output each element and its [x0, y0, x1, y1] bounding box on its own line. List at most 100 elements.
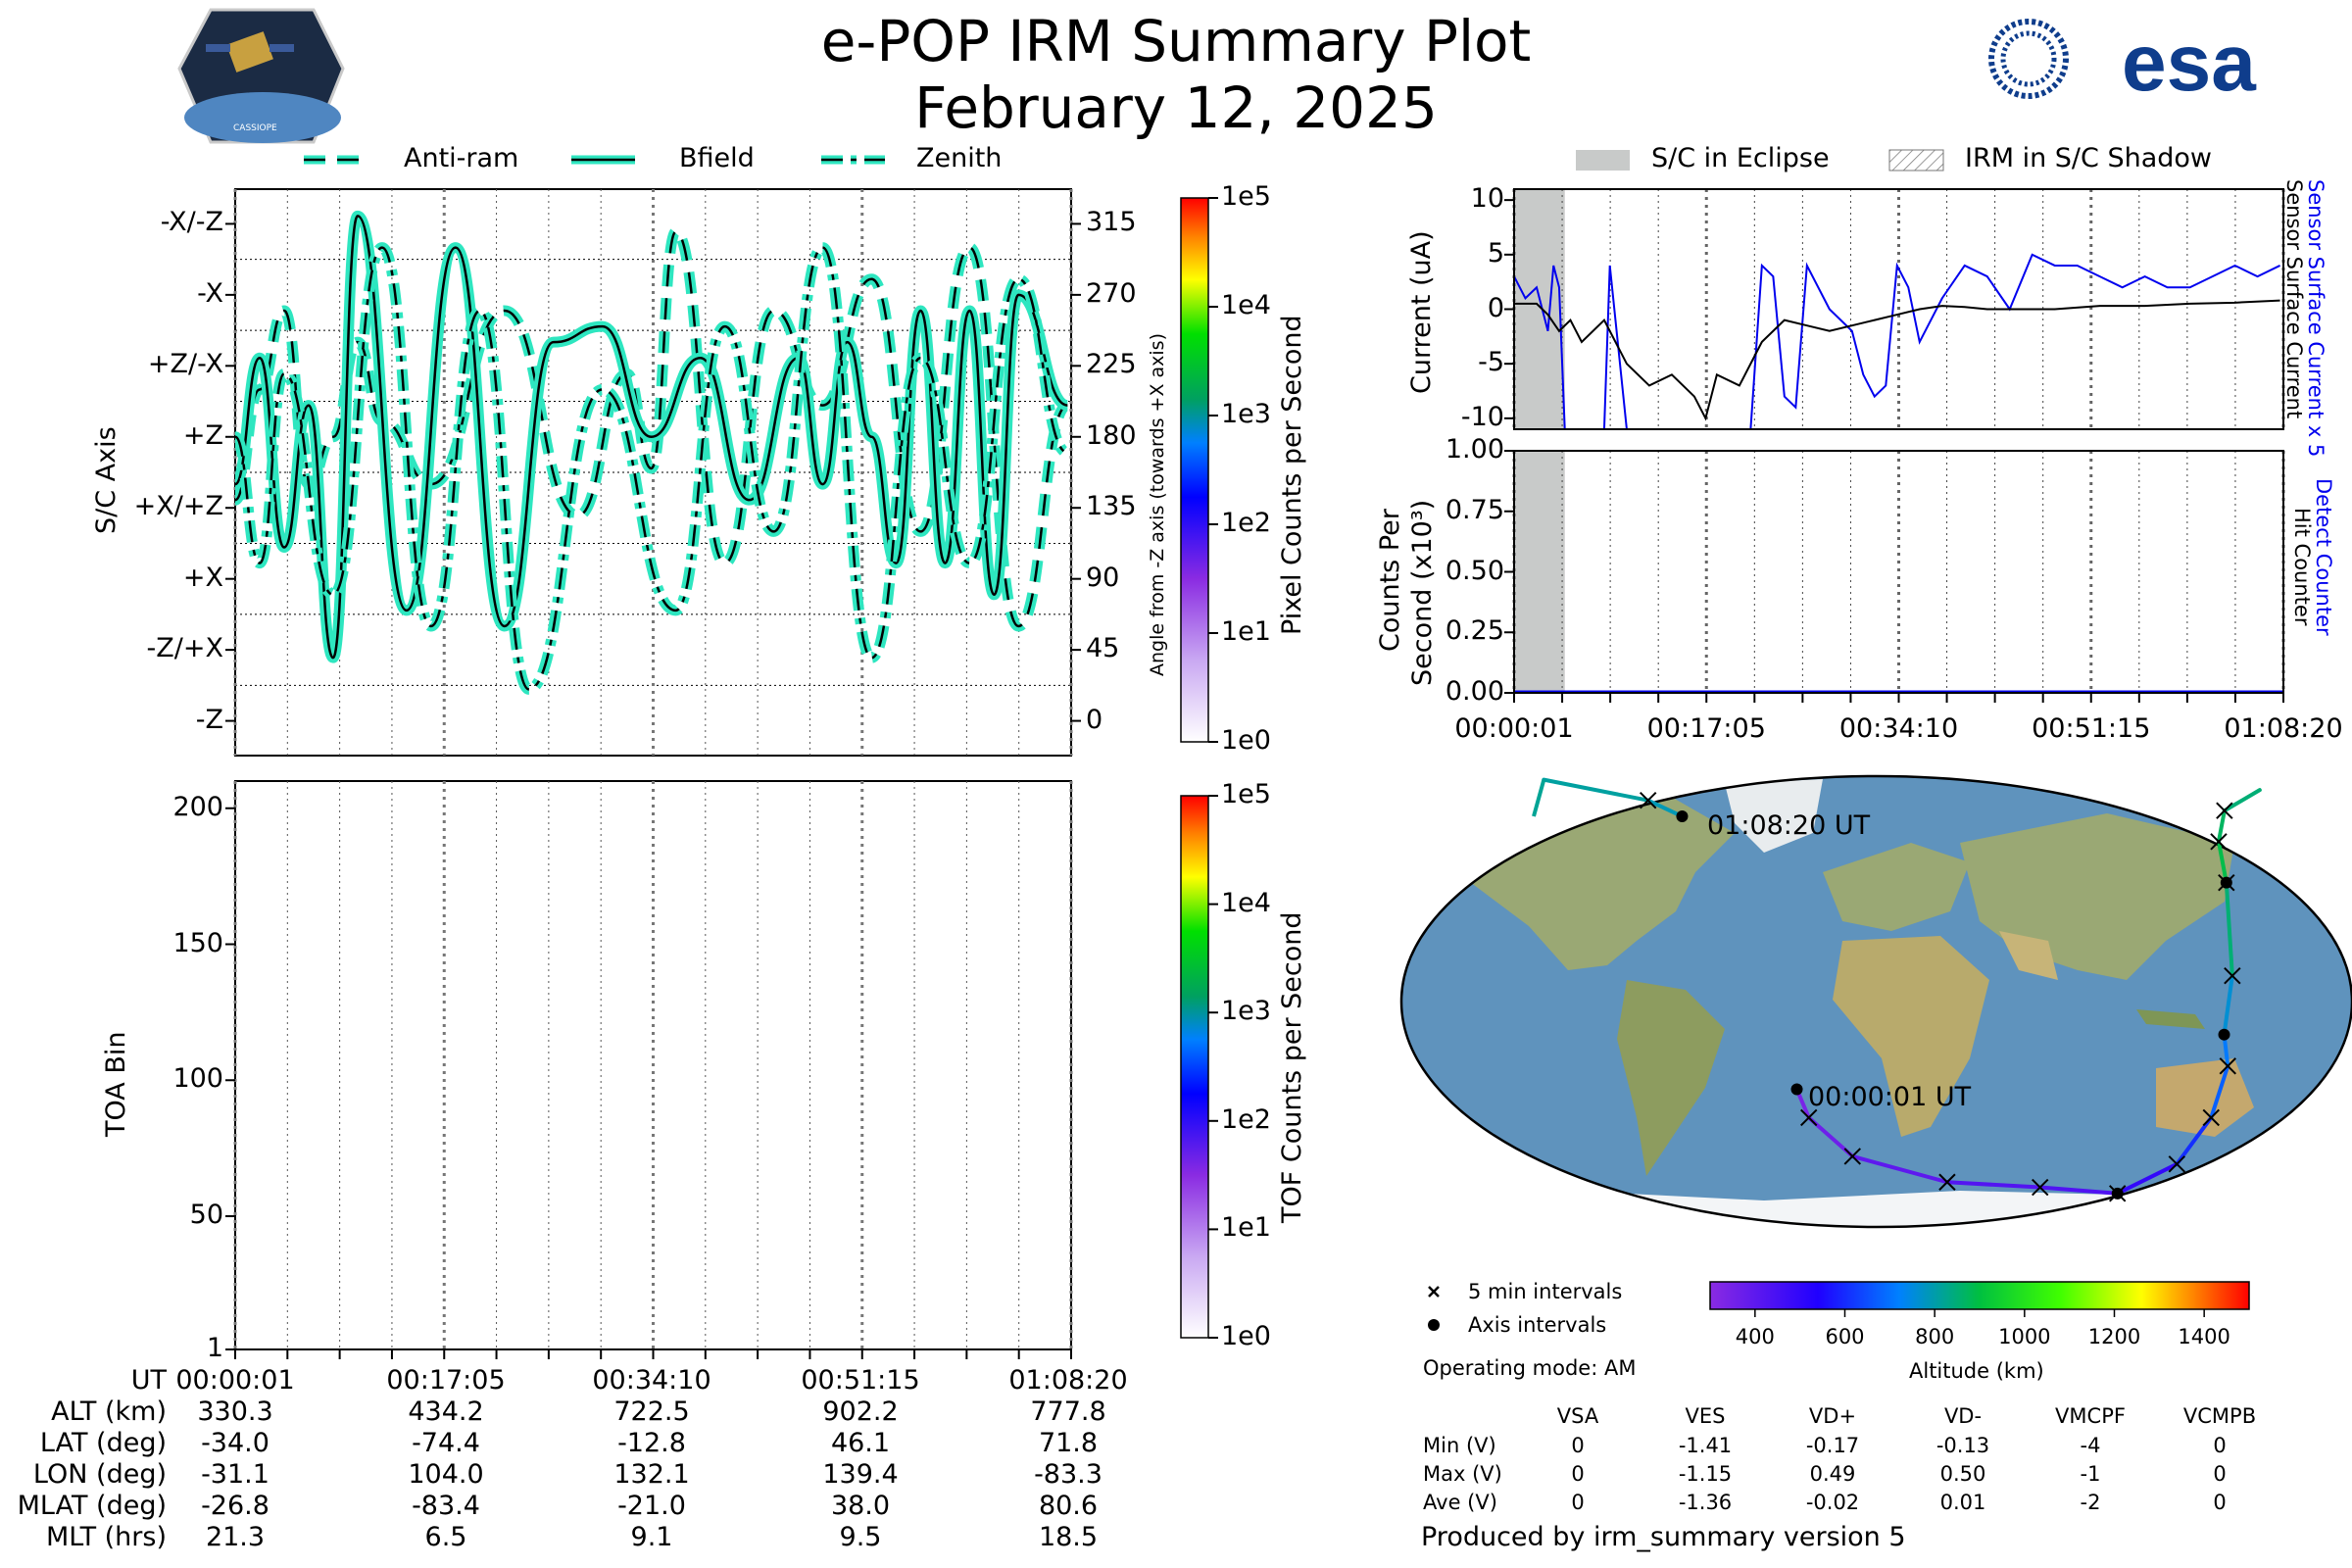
ephem-row-label: MLAT (deg)	[17, 1491, 167, 1521]
page-date: February 12, 2025	[914, 74, 1438, 141]
counts-ylabel-2: Second (x10³)	[1407, 499, 1438, 686]
voltage-header: VD-	[1943, 1404, 1983, 1428]
axis-angle-label: 45	[1086, 633, 1120, 664]
time-tick-label: 00:34:10	[1838, 713, 1959, 744]
axis-interval-marker	[1676, 810, 1689, 823]
ephem-cell: 00:34:10	[592, 1365, 711, 1396]
ephem-cell: 9.1	[630, 1522, 673, 1552]
map-legend-symbols	[1428, 1286, 1440, 1331]
toa-panel	[225, 780, 1073, 1359]
axis-angle-label: 270	[1086, 277, 1137, 309]
axis-interval-marker	[2111, 1187, 2124, 1200]
interval-marker	[1800, 1108, 1818, 1127]
axis-category-label: +X/+Z	[133, 491, 223, 522]
ephem-cell: 777.8	[1030, 1396, 1106, 1427]
ephem-cell: 330.3	[197, 1396, 273, 1427]
axis-angle-label: 0	[1086, 704, 1103, 735]
counts-ylabel-1: Counts Per	[1375, 509, 1405, 652]
toa-ytick-label: 1	[206, 1333, 223, 1363]
pixel-cbar-tick-label: 1e4	[1221, 290, 1271, 320]
voltage-cell: -1.41	[1678, 1434, 1733, 1457]
counts-ytick-label: 1.00	[1445, 434, 1504, 465]
tof-cbar-tick-label: 1e2	[1221, 1103, 1271, 1135]
footer-version: Produced by irm_summary version 5	[1421, 1522, 1906, 1552]
orbit-track-segment	[2216, 839, 2229, 885]
voltage-cell: 0	[1571, 1434, 1585, 1457]
voltage-cell: 0	[2213, 1434, 2227, 1457]
orbit-track-segment	[1645, 798, 1685, 819]
tof-cbar-tick-label: 1e4	[1221, 887, 1271, 918]
altitude-cbar-tick-label: 400	[1735, 1325, 1775, 1348]
sensor-current-line	[1514, 299, 2280, 421]
ephem-row-label: LAT (deg)	[39, 1428, 167, 1458]
current-ytick-label: -10	[1460, 401, 1504, 432]
axis-interval-marker	[2220, 876, 2232, 889]
pixel-colorbar	[1180, 197, 1218, 743]
orbit-map	[1399, 774, 2352, 1229]
axis-ylabel-right: Angle from -Z axis (towards +X axis)	[1147, 333, 1168, 676]
voltage-cell: 0	[1571, 1491, 1585, 1514]
ephem-cell: 00:00:01	[175, 1365, 295, 1396]
toa-ytick-label: 150	[172, 927, 223, 958]
axis-interval-marker	[1790, 1083, 1803, 1096]
toa-ytick-label: 100	[172, 1063, 223, 1095]
orbit-track-segment	[1532, 779, 1546, 817]
ephem-cell: -26.8	[201, 1491, 270, 1521]
voltage-cell: -4	[2080, 1434, 2101, 1457]
toa-ytick-label: 50	[189, 1200, 223, 1231]
ephem-row-label: ALT (km)	[51, 1396, 167, 1427]
voltage-cell: -1	[2080, 1462, 2101, 1486]
legend-bfield: Bfield	[679, 143, 755, 173]
map-start-label: 00:00:01 UT	[1808, 1082, 1972, 1112]
orbit-track-segment	[2037, 1185, 2120, 1196]
interval-marker	[1843, 1148, 1861, 1165]
map-end-label: 01:08:20 UT	[1707, 810, 1871, 841]
ephem-cell: 46.1	[830, 1428, 891, 1458]
time-tick-label: 00:00:01	[1454, 713, 1574, 744]
orbit-track-segment	[1944, 1180, 2042, 1190]
legend-axis-label: Axis intervals	[1468, 1313, 1607, 1337]
altitude-cbar-tick-label: 600	[1825, 1325, 1865, 1348]
ephem-cell: 01:08:20	[1008, 1365, 1128, 1396]
pixel-cbar-tick-label: 1e5	[1221, 181, 1271, 212]
voltage-cell: 0	[2213, 1462, 2227, 1486]
axis-angle-label: 90	[1086, 562, 1120, 593]
altitude-cbar-tick-label: 1200	[2087, 1325, 2141, 1348]
tof-cbar-label: TOF Counts per Second	[1277, 911, 1307, 1224]
ephem-cell: -83.3	[1034, 1459, 1102, 1490]
ephem-cell: -34.0	[201, 1428, 270, 1458]
interval-marker	[2210, 833, 2228, 851]
current-ytick-label: 10	[1470, 183, 1504, 215]
axis-category-label: -X/-Z	[160, 207, 223, 238]
axis-panel	[225, 188, 1081, 757]
altitude-cbar-label: Altitude (km)	[1909, 1359, 2044, 1383]
tof-cbar-tick-label: 1e0	[1221, 1321, 1271, 1351]
current-ytick-label: 0	[1487, 292, 1504, 323]
ephem-row-label: MLT (hrs)	[45, 1522, 167, 1552]
orbit-track-segment	[2115, 1161, 2180, 1196]
esa-logo-text: esa	[2122, 19, 2256, 108]
eclipse-legend	[1576, 149, 1944, 172]
ephem-cell: 71.8	[1038, 1428, 1099, 1458]
altitude-cbar-tick-label: 800	[1915, 1325, 1955, 1348]
voltage-cell: 0.01	[1939, 1491, 1986, 1514]
voltage-header: VSA	[1556, 1404, 1599, 1428]
altitude-cbar-tick-label: 1000	[1998, 1325, 2051, 1348]
orbit-track-segment	[2224, 880, 2234, 978]
voltage-cell: 0.50	[1939, 1462, 1986, 1486]
cassiope-logo	[177, 8, 345, 144]
axis-angle-label: 315	[1086, 207, 1137, 238]
axis-category-label: -Z	[195, 704, 223, 735]
axis-angle-label: 180	[1086, 419, 1137, 451]
ephem-cell: 9.5	[839, 1522, 882, 1552]
ephem-cell: 00:17:05	[386, 1365, 506, 1396]
ephem-cell: -74.4	[412, 1428, 480, 1458]
axis-category-label: -Z/+X	[146, 633, 223, 664]
ephem-cell: 132.1	[613, 1459, 690, 1490]
counts-ylabel-right-1: Detect Counter	[2312, 478, 2335, 636]
voltage-cell: -0.13	[1936, 1434, 1990, 1457]
orbit-track-segment	[1542, 777, 1650, 803]
voltage-header: VCMPB	[2182, 1404, 2257, 1428]
legend-interval-label: 5 min intervals	[1468, 1280, 1623, 1303]
voltage-header: VD+	[1808, 1404, 1857, 1428]
